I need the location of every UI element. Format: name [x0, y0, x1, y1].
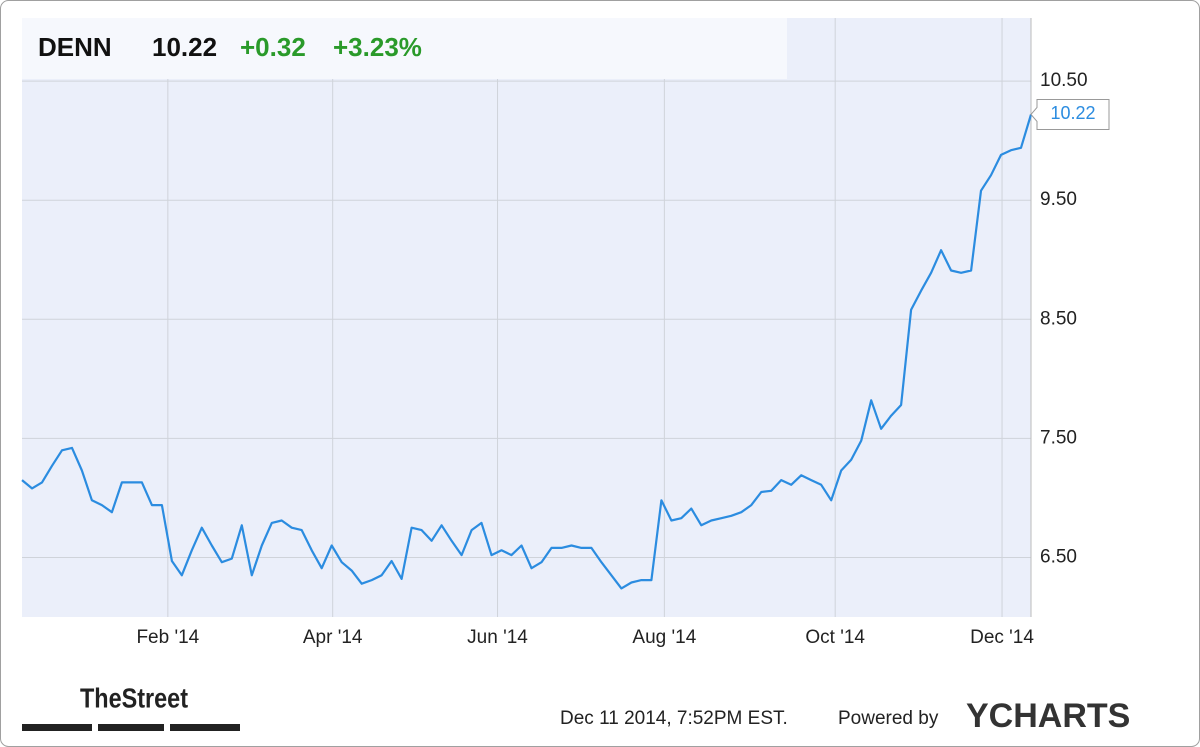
last-value-label: 10.22	[1050, 103, 1095, 123]
plot-area	[22, 18, 1031, 617]
last-value-tag	[1030, 98, 1110, 130]
price: 10.22	[152, 32, 217, 62]
header-box	[22, 18, 787, 79]
x-tick-label: Oct '14	[805, 627, 865, 648]
logo-bar	[98, 724, 164, 731]
ticker: DENN	[38, 32, 112, 62]
source-logo: TheStreet	[80, 682, 188, 713]
timestamp: Dec 11 2014, 7:52PM EST.	[560, 708, 788, 729]
y-tick-label: 10.50	[1040, 70, 1088, 91]
y-tick-label: 7.50	[1040, 427, 1077, 448]
price-line	[21, 114, 1033, 590]
y-tick-label: 8.50	[1040, 308, 1077, 329]
powered-by: Powered by	[838, 708, 939, 729]
y-tick-label: 6.50	[1040, 546, 1077, 567]
y-tick-label: 9.50	[1040, 189, 1077, 210]
logo-bar	[22, 724, 92, 731]
change: +0.32	[240, 32, 306, 62]
grid	[22, 18, 1031, 617]
x-tick-label: Aug '14	[632, 627, 696, 648]
x-tick-label: Apr '14	[303, 627, 363, 648]
x-tick-label: Feb '14	[136, 627, 199, 648]
x-tick-label: Dec '14	[970, 627, 1034, 648]
x-tick-label: Jun '14	[467, 627, 528, 648]
logo-bar	[170, 724, 240, 731]
brand: YCHARTS	[966, 697, 1130, 735]
change-percent: +3.23%	[333, 32, 422, 62]
